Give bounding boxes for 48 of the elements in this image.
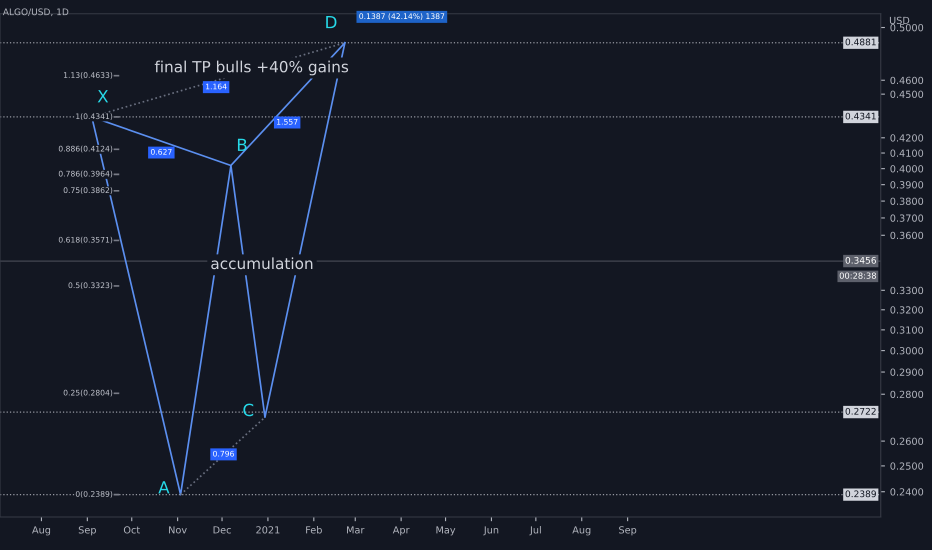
ref-line-label: 0.2389 xyxy=(846,490,876,498)
annotation: D xyxy=(326,16,336,28)
x-tick-label: May xyxy=(436,526,456,536)
y-tick-label: 0.3800 xyxy=(890,198,924,205)
y-tick-label: 0.3000 xyxy=(890,347,924,354)
y-tick-label: 0.3200 xyxy=(890,306,924,314)
chart-title: ALGO/USD, 1D xyxy=(2,8,68,16)
y-tick-label: 0.4200 xyxy=(890,134,924,142)
ref-line-label: 0.3456 xyxy=(846,256,876,264)
x-tick-label: Nov xyxy=(169,526,187,534)
x-tick-label: Sep xyxy=(619,526,636,536)
y-tick-label: 0.5000 xyxy=(890,24,924,32)
x-tick-label: Aug xyxy=(32,526,50,536)
x-tick-label: Jul xyxy=(529,526,541,536)
y-tick-label: 0.2900 xyxy=(890,368,924,376)
ref-line-label: 0.4881 xyxy=(846,38,876,46)
ref-line-label: 0.4341 xyxy=(846,112,876,120)
x-tick-label: Sep xyxy=(78,526,96,536)
y-tick-label: 0.3100 xyxy=(890,326,924,334)
annotation: X xyxy=(98,90,108,102)
y-tick-label: 0.4100 xyxy=(890,150,924,157)
y2-axis-title: USD xyxy=(890,16,910,24)
x-tick-label: Jun xyxy=(483,526,498,536)
y-tick-label: 0.2600 xyxy=(890,438,924,445)
y-tick-label: 0.3900 xyxy=(890,181,924,188)
x-tick-label: Apr xyxy=(392,526,410,536)
y-tick-label: 0.4500 xyxy=(890,90,924,98)
annotation: A xyxy=(158,481,170,494)
x-tick-label: Aug xyxy=(572,526,590,536)
annotation: C xyxy=(243,404,254,416)
y-tick-label: 0.2500 xyxy=(890,462,924,470)
y-tick-label: 0.4600 xyxy=(890,76,924,84)
x-tick-label: Oct xyxy=(124,526,140,534)
annotation: B xyxy=(238,138,247,151)
annotation: accumulation xyxy=(211,257,312,270)
x-tick-label: Dec xyxy=(214,526,231,534)
ref-line-label: 0.2722 xyxy=(846,408,876,415)
y-tick-label: 0.2400 xyxy=(890,488,924,496)
annotation: 00:28:38 xyxy=(840,272,876,279)
y-tick-label: 0.4000 xyxy=(890,165,924,172)
x-tick-label: Feb xyxy=(306,526,322,534)
y-tick-label: 0.2800 xyxy=(890,390,924,398)
annotation: final TP bulls +40% gains xyxy=(154,60,348,76)
y-tick-label: 0.3600 xyxy=(890,232,924,240)
x-tick-label: Mar xyxy=(347,526,364,534)
y-tick-label: 0.3300 xyxy=(890,286,924,294)
x-tick-label: 2021 xyxy=(256,526,280,534)
y-tick-label: 0.3700 xyxy=(890,214,924,222)
